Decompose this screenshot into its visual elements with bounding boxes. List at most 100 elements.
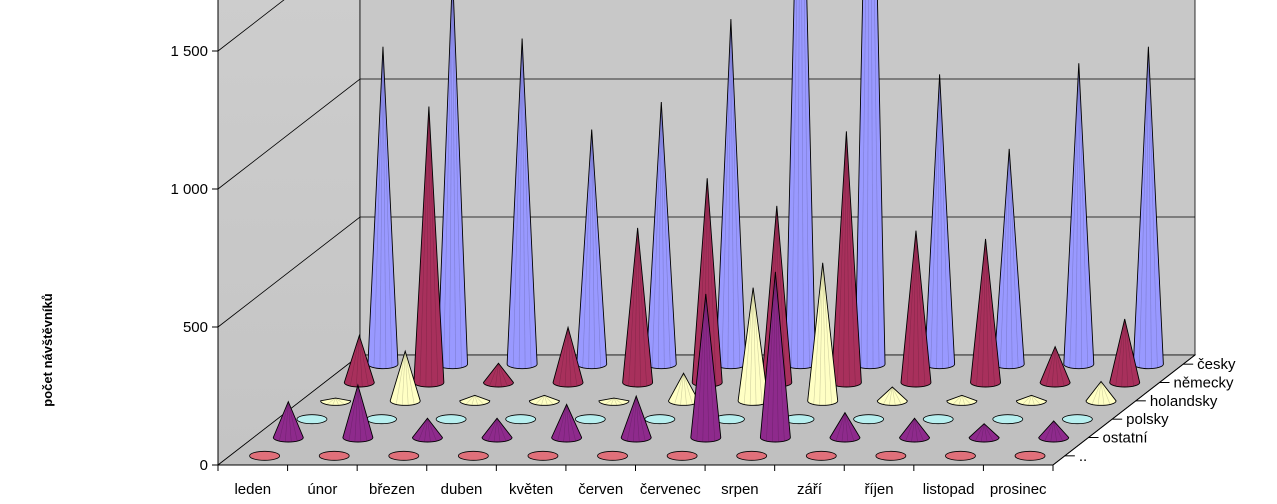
cone-rib <box>493 418 498 442</box>
cone-rib <box>730 19 741 368</box>
cone-base <box>805 450 837 461</box>
cone-body <box>899 417 930 443</box>
cone-rib <box>1022 395 1032 405</box>
cone <box>945 450 976 461</box>
cone-rib <box>541 395 545 406</box>
cone-rib <box>1053 420 1058 442</box>
category-label: červenec <box>640 481 701 498</box>
cone-body <box>970 238 1001 388</box>
category-label: leden <box>234 481 271 498</box>
cone-rib <box>1005 148 1010 369</box>
category-label: březen <box>369 481 415 498</box>
cone-rib <box>752 287 763 405</box>
cone-rib <box>1054 346 1065 387</box>
cone-body <box>320 397 352 406</box>
cone-rib <box>1053 420 1063 442</box>
cone-base <box>249 450 281 461</box>
cone-rib <box>452 0 456 369</box>
cone <box>970 238 1001 388</box>
cone-rib <box>465 395 476 405</box>
cone-base <box>1061 414 1093 425</box>
cone-body <box>459 394 491 406</box>
axes <box>212 0 1196 471</box>
cone-rib <box>915 230 926 387</box>
cone <box>1038 420 1070 443</box>
cone-rib <box>775 271 779 442</box>
cone-rib <box>905 418 915 442</box>
category-label: listopad <box>923 481 975 498</box>
cone-rib <box>558 327 569 387</box>
cone-base <box>992 414 1024 425</box>
cone-rib <box>985 238 989 387</box>
cone-rib <box>535 395 545 405</box>
cone <box>620 394 652 443</box>
cone-rib <box>628 227 638 387</box>
cone-rib <box>498 363 502 387</box>
cone-rib <box>866 0 869 369</box>
cone-rib <box>518 38 523 369</box>
cone-rib <box>1078 63 1083 369</box>
y-tick-label: 500 <box>183 319 208 336</box>
cone-rib <box>660 101 665 369</box>
gridline <box>217 0 285 52</box>
cone-rib <box>706 178 717 387</box>
cone-rib <box>775 271 785 442</box>
cone-rib <box>418 418 428 442</box>
cone-rib <box>278 401 289 442</box>
cone-rib <box>591 129 596 369</box>
cone-base <box>388 450 420 461</box>
cone <box>759 271 791 443</box>
cone-rib <box>443 0 453 368</box>
cone-base <box>574 414 606 425</box>
cone <box>1061 414 1093 425</box>
cone-rib <box>1008 148 1019 368</box>
cone-rib <box>582 129 593 368</box>
cone-rib <box>1054 346 1059 387</box>
cone-rib <box>1045 346 1056 387</box>
cone <box>367 46 399 370</box>
cone-rib <box>613 397 624 405</box>
cone-rib <box>1069 63 1080 368</box>
gridline <box>217 78 1195 190</box>
cone-rib <box>952 395 963 405</box>
cone-rib <box>1075 63 1080 369</box>
cone <box>968 423 1000 443</box>
cone-body <box>551 403 583 443</box>
cone-rib <box>287 401 298 442</box>
cone-rib <box>797 0 800 369</box>
cone <box>457 450 489 461</box>
gridlines <box>217 0 1195 328</box>
cone-base <box>597 450 628 461</box>
cone-rib <box>604 397 615 405</box>
cone-base <box>922 414 954 425</box>
cone-rib <box>939 74 943 369</box>
cone-rib <box>891 386 896 406</box>
cone-rib <box>939 74 949 368</box>
cone-rib <box>1124 318 1135 387</box>
cone-rib <box>349 335 360 387</box>
category-label: srpen <box>721 481 759 498</box>
cone-rib <box>354 385 359 442</box>
cone-base <box>296 414 328 425</box>
cone <box>483 362 514 388</box>
cone-rib <box>683 373 693 405</box>
data-cones <box>249 0 1164 461</box>
cone <box>922 414 954 425</box>
cone <box>1132 46 1164 370</box>
cone-rib <box>449 0 453 369</box>
cone <box>598 397 630 406</box>
cone-rib <box>892 386 902 405</box>
cone-rib <box>521 38 532 368</box>
cone-rib <box>1050 420 1055 442</box>
gridline <box>217 216 1195 328</box>
cone-rib <box>496 418 507 442</box>
cone-body <box>829 411 861 443</box>
cone-rib <box>844 412 849 442</box>
cone-base <box>435 414 467 425</box>
cone-body <box>1016 394 1047 406</box>
depth-label: ostatní <box>1103 430 1149 447</box>
cone-base <box>366 414 397 425</box>
category-label: květen <box>509 481 553 498</box>
cone-rib <box>401 351 406 406</box>
